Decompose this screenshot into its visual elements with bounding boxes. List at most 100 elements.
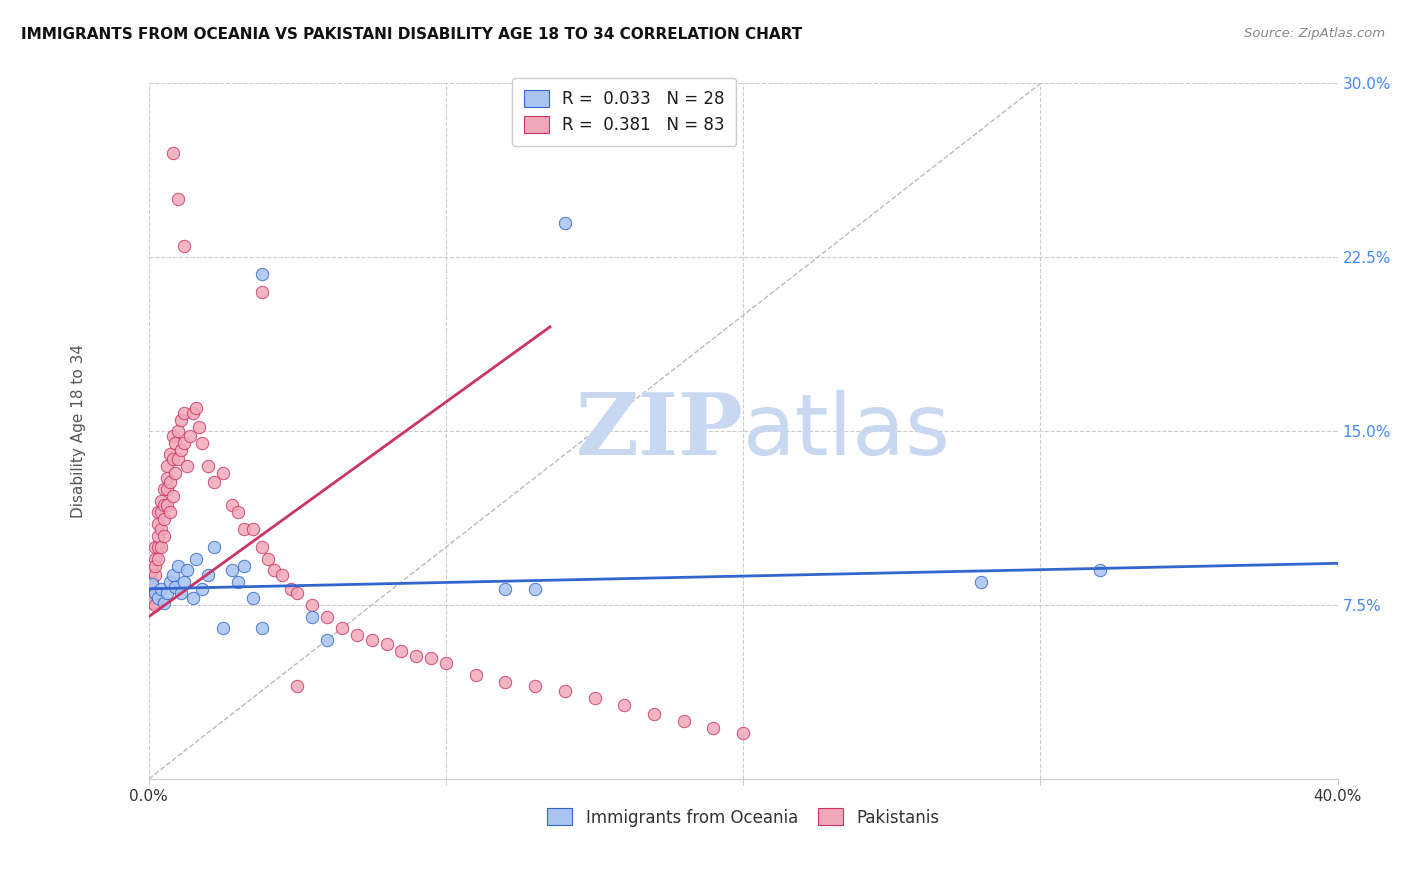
Point: [494, 674, 516, 689]
Point: [524, 582, 547, 596]
Point: [149, 505, 172, 519]
Point: [170, 586, 193, 600]
Point: [165, 580, 187, 594]
Text: ZIP: ZIP: [575, 389, 744, 473]
Point: [152, 512, 174, 526]
Point: [970, 574, 993, 589]
Point: [285, 586, 308, 600]
Point: [149, 582, 172, 596]
Point: [360, 632, 382, 647]
Point: [316, 609, 339, 624]
Point: [141, 596, 163, 610]
Point: [221, 563, 243, 577]
Point: [143, 551, 166, 566]
Point: [149, 493, 172, 508]
Point: [176, 563, 198, 577]
Text: Source: ZipAtlas.com: Source: ZipAtlas.com: [1244, 27, 1385, 40]
Point: [146, 505, 169, 519]
Point: [146, 551, 169, 566]
Point: [316, 632, 339, 647]
Point: [250, 540, 273, 554]
Point: [152, 528, 174, 542]
Point: [176, 458, 198, 473]
Point: [494, 582, 516, 596]
Point: [143, 586, 166, 600]
Point: [420, 651, 443, 665]
Point: [141, 563, 163, 577]
Point: [143, 540, 166, 554]
Point: [191, 435, 214, 450]
Point: [672, 714, 695, 728]
Point: [162, 146, 184, 161]
Point: [232, 558, 254, 573]
Point: [143, 558, 166, 573]
Point: [159, 505, 181, 519]
Point: [702, 721, 724, 735]
Point: [159, 475, 181, 490]
Point: [1088, 563, 1111, 577]
Point: [197, 568, 219, 582]
Point: [143, 586, 166, 600]
Point: [159, 574, 181, 589]
Point: [524, 679, 547, 693]
Point: [212, 466, 235, 480]
Point: [232, 522, 254, 536]
Legend: Immigrants from Oceania, Pakistanis: Immigrants from Oceania, Pakistanis: [540, 802, 946, 833]
Point: [256, 551, 278, 566]
Point: [167, 452, 190, 467]
Point: [162, 429, 184, 443]
Point: [165, 435, 187, 450]
Text: atlas: atlas: [744, 390, 952, 473]
Point: [301, 609, 323, 624]
Point: [271, 568, 294, 582]
Point: [226, 574, 249, 589]
Point: [181, 591, 204, 606]
Point: [146, 540, 169, 554]
Point: [152, 499, 174, 513]
Point: [583, 690, 606, 705]
Y-axis label: Disability Age 18 to 34: Disability Age 18 to 34: [72, 344, 86, 518]
Point: [434, 656, 457, 670]
Point: [155, 586, 177, 600]
Point: [186, 401, 208, 415]
Point: [554, 683, 576, 698]
Point: [155, 470, 177, 484]
Point: [346, 628, 368, 642]
Point: [155, 482, 177, 496]
Point: [226, 505, 249, 519]
Point: [191, 582, 214, 596]
Point: [143, 568, 166, 582]
Point: [221, 499, 243, 513]
Point: [280, 582, 302, 596]
Point: [301, 598, 323, 612]
Point: [285, 679, 308, 693]
Point: [173, 574, 195, 589]
Point: [162, 568, 184, 582]
Point: [162, 489, 184, 503]
Point: [146, 516, 169, 531]
Point: [202, 540, 225, 554]
Point: [613, 698, 636, 712]
Point: [188, 419, 211, 434]
Point: [167, 192, 190, 206]
Point: [152, 482, 174, 496]
Point: [464, 667, 486, 681]
Point: [179, 429, 201, 443]
Point: [554, 215, 576, 229]
Point: [186, 551, 208, 566]
Point: [141, 574, 163, 589]
Point: [173, 435, 195, 450]
Point: [146, 528, 169, 542]
Point: [389, 644, 412, 658]
Point: [197, 458, 219, 473]
Point: [405, 648, 427, 663]
Point: [155, 458, 177, 473]
Point: [152, 596, 174, 610]
Point: [141, 577, 163, 591]
Point: [149, 522, 172, 536]
Point: [263, 563, 285, 577]
Point: [330, 621, 353, 635]
Point: [212, 621, 235, 635]
Point: [242, 522, 264, 536]
Point: [162, 452, 184, 467]
